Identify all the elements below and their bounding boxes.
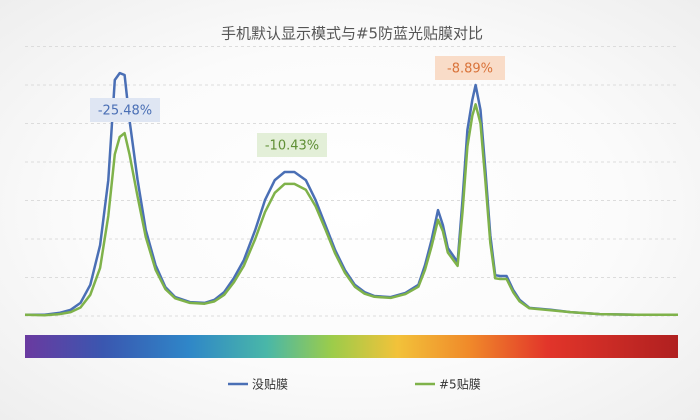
spectrum-bar (25, 335, 678, 358)
legend-label: 没贴膜 (252, 377, 288, 392)
annotation: -25.48% (98, 104, 152, 119)
annotation-box (90, 98, 160, 122)
annotation-box (435, 56, 505, 80)
annotation: -10.43% (265, 139, 319, 154)
annotation: -8.89% (447, 62, 493, 77)
series-line (24, 103, 678, 317)
legend-label: #5贴膜 (439, 378, 481, 392)
chart-title: 手机默认显示模式与#5防蓝光贴膜对比 (221, 25, 483, 43)
annotation-box (257, 133, 327, 157)
